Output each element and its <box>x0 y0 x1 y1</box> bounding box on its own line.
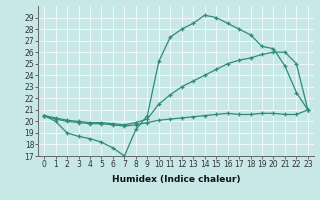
X-axis label: Humidex (Indice chaleur): Humidex (Indice chaleur) <box>112 175 240 184</box>
